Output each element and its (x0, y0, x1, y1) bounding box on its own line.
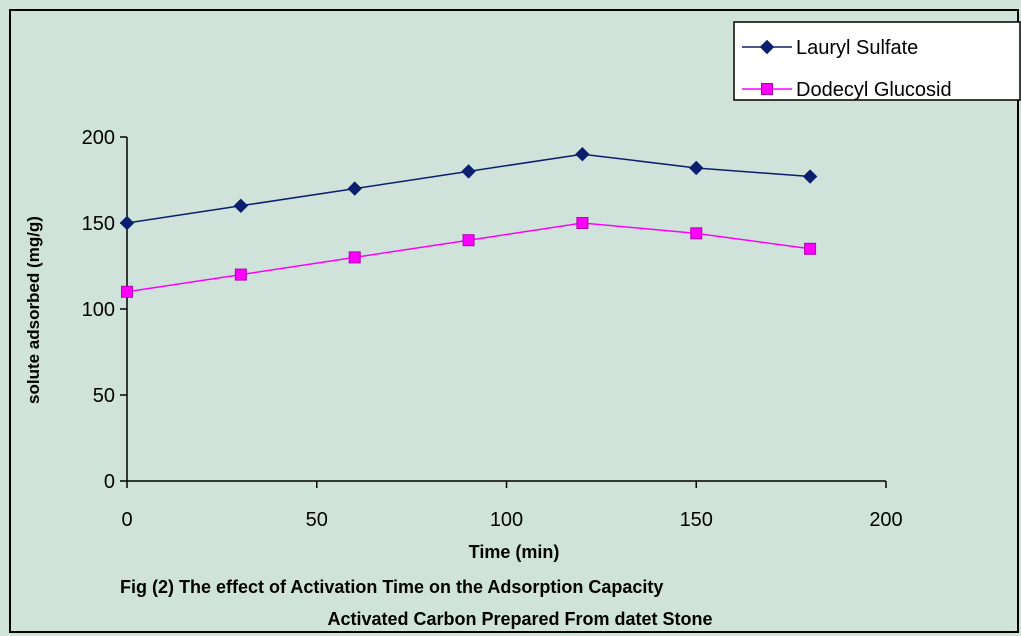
data-point (575, 146, 590, 162)
legend-marker (759, 39, 775, 55)
y-tick-label: 0 (104, 471, 115, 493)
y-axis-ticks: 0 50 100 150 200 (82, 127, 127, 493)
data-point (690, 227, 703, 240)
legend-item-1: Lauryl Sulfate (742, 37, 918, 59)
y-axis-label: solute adsorbed (mg/g) (24, 216, 43, 404)
caption-line-1: Fig (2) The effect of Activation Time on… (120, 577, 663, 597)
data-point (689, 160, 704, 176)
data-point (233, 198, 249, 214)
data-point (461, 164, 476, 179)
x-tick-label: 150 (680, 509, 713, 531)
y-tick-label: 100 (82, 299, 115, 321)
y-tick-label: 150 (82, 213, 115, 235)
data-point (348, 251, 361, 264)
x-tick-label: 50 (306, 509, 328, 531)
series-1 (119, 146, 818, 231)
legend-box (733, 21, 1021, 101)
x-axis-label: Time (min) (469, 542, 560, 562)
data-point (462, 234, 475, 247)
legend-marker (761, 83, 773, 95)
series-layer (119, 146, 818, 298)
legend-label: Dodecyl Glucosid (796, 79, 952, 101)
data-point (119, 215, 135, 231)
y-tick-label: 50 (93, 385, 115, 407)
data-point (802, 169, 818, 184)
caption-line-2: Activated Carbon Prepared From datet Sto… (327, 609, 712, 629)
legend-item-2: Dodecyl Glucosid (742, 79, 952, 101)
legend-label: Lauryl Sulfate (796, 37, 918, 59)
x-tick-label: 100 (490, 509, 523, 531)
data-point (347, 181, 362, 196)
series-2 (121, 217, 817, 298)
x-tick-label: 0 (121, 509, 132, 531)
x-axis-ticks: 0 50 100 150 200 (121, 481, 903, 531)
x-tick-label: 200 (869, 509, 902, 531)
data-point (804, 242, 817, 255)
data-point (234, 268, 247, 281)
data-point (121, 285, 133, 298)
data-point (576, 217, 589, 229)
y-tick-label: 200 (82, 127, 115, 149)
legend: Lauryl Sulfate Dodecyl Glucosid (733, 21, 1021, 101)
chart-frame (9, 9, 1019, 633)
